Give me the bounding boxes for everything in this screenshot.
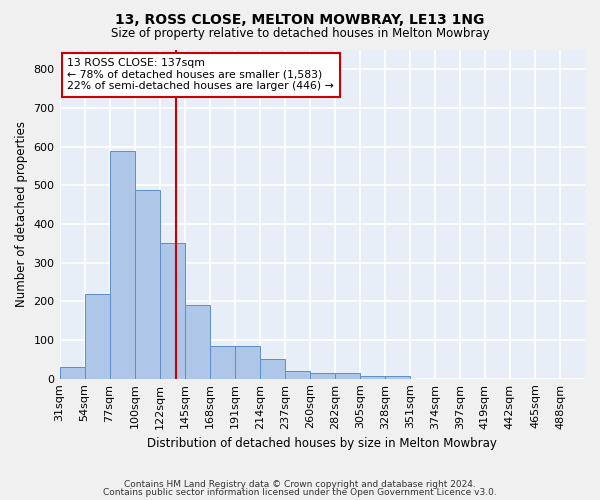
Bar bbox=[134, 190, 160, 378]
Text: Contains HM Land Registry data © Crown copyright and database right 2024.: Contains HM Land Registry data © Crown c… bbox=[124, 480, 476, 489]
Bar bbox=[235, 346, 260, 378]
Bar bbox=[335, 373, 360, 378]
Bar bbox=[160, 244, 185, 378]
Text: 13, ROSS CLOSE, MELTON MOWBRAY, LE13 1NG: 13, ROSS CLOSE, MELTON MOWBRAY, LE13 1NG bbox=[115, 12, 485, 26]
Bar bbox=[59, 367, 85, 378]
Text: Contains public sector information licensed under the Open Government Licence v3: Contains public sector information licen… bbox=[103, 488, 497, 497]
Text: Size of property relative to detached houses in Melton Mowbray: Size of property relative to detached ho… bbox=[110, 28, 490, 40]
Bar bbox=[360, 376, 385, 378]
X-axis label: Distribution of detached houses by size in Melton Mowbray: Distribution of detached houses by size … bbox=[148, 437, 497, 450]
Bar bbox=[385, 376, 410, 378]
Text: 13 ROSS CLOSE: 137sqm
← 78% of detached houses are smaller (1,583)
22% of semi-d: 13 ROSS CLOSE: 137sqm ← 78% of detached … bbox=[67, 58, 334, 92]
Bar bbox=[185, 305, 209, 378]
Bar bbox=[285, 371, 310, 378]
Bar bbox=[85, 294, 110, 378]
Bar bbox=[110, 152, 134, 378]
Y-axis label: Number of detached properties: Number of detached properties bbox=[15, 122, 28, 308]
Bar bbox=[310, 373, 335, 378]
Bar bbox=[260, 358, 285, 378]
Bar bbox=[209, 346, 235, 378]
